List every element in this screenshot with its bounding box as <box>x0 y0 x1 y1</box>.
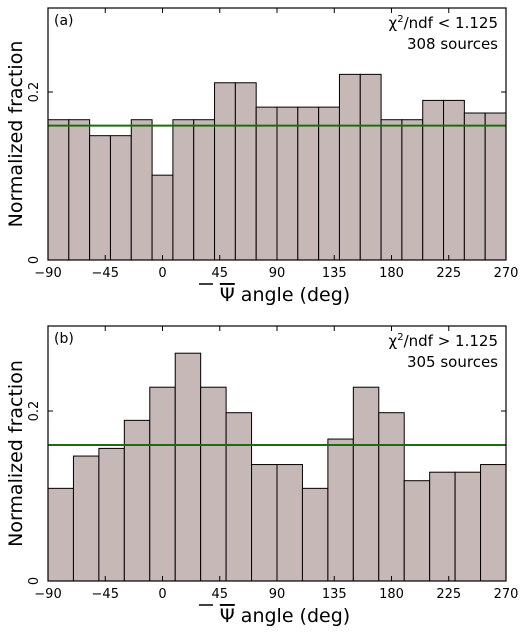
x-tick-label: 180 <box>379 266 404 281</box>
histogram-bar <box>484 112 507 261</box>
x-tick-label: −90 <box>34 266 61 281</box>
histogram-bar <box>297 106 320 261</box>
x-tick-label: 45 <box>211 587 228 602</box>
x-tick-label: 45 <box>211 266 228 281</box>
histogram-bar <box>480 464 507 582</box>
histogram-bar <box>109 135 132 261</box>
histogram-bar <box>443 99 465 261</box>
annotation-stat: χ2/ndf > 1.125 <box>389 332 498 350</box>
x-tick-label: 90 <box>269 266 286 281</box>
x-axis-title-rest: angle (deg) <box>235 284 350 306</box>
panel-label: (b) <box>54 331 74 347</box>
y-axis-title: Normalized fraction <box>5 360 27 547</box>
histogram-bar <box>429 471 456 582</box>
histogram-bar <box>123 419 151 582</box>
histogram-bar <box>359 73 382 261</box>
chi-symbol: χ <box>389 332 398 350</box>
x-tick-label: 225 <box>436 266 461 281</box>
annotation-count: 305 sources <box>407 353 498 371</box>
x-tick-label: −90 <box>34 587 61 602</box>
y-tick-label: 0.2 <box>27 401 42 422</box>
x-tick-label: 270 <box>494 587 519 602</box>
x-tick-label: 180 <box>379 587 404 602</box>
x-tick-label: 0 <box>158 587 166 602</box>
y-tick-label: 0.2 <box>27 82 42 103</box>
histogram-bar <box>47 119 70 261</box>
histogram-bar <box>47 487 74 582</box>
histogram-bar <box>327 438 354 582</box>
histogram-bar <box>251 464 278 582</box>
psi-symbol: Ψ <box>220 605 235 627</box>
histogram-bar <box>225 412 253 582</box>
histogram-bar <box>149 386 176 582</box>
histogram-bar <box>68 119 91 261</box>
x-tick-label: −45 <box>92 266 119 281</box>
y-tick-label: 0 <box>27 577 42 585</box>
histogram-bar <box>255 106 278 261</box>
y-tick-label: 0 <box>27 256 42 264</box>
histogram-bar <box>276 106 299 261</box>
histogram-bar <box>401 119 424 261</box>
annotation-stat-rest: /ndf < 1.125 <box>404 14 498 32</box>
x-tick-label: 135 <box>322 587 347 602</box>
histogram-bar <box>151 174 174 261</box>
x-tick-label: 0 <box>158 266 166 281</box>
annotation-count: 308 sources <box>407 35 498 53</box>
histogram-bar <box>193 119 216 261</box>
x-tick-label: −45 <box>92 587 119 602</box>
x-tick-label: 225 <box>436 587 461 602</box>
x-axis-title-rest: angle (deg) <box>235 605 350 627</box>
histogram-bar <box>352 386 380 582</box>
annotation-stat-rest: /ndf > 1.125 <box>404 332 498 350</box>
histogram-bar <box>463 112 486 261</box>
histogram-bar <box>378 412 405 582</box>
histogram-bar <box>174 352 202 582</box>
annotation-stat: χ2/ndf < 1.125 <box>389 14 498 32</box>
x-tick-label: 90 <box>269 587 286 602</box>
histogram-bar <box>380 119 403 261</box>
histogram-bar <box>89 135 111 261</box>
histogram-bar <box>214 82 236 261</box>
x-tick-label: 270 <box>494 266 519 281</box>
x-axis-title: Ψ angle (deg) <box>220 284 350 306</box>
chi-symbol: χ <box>389 14 398 32</box>
histogram-bar <box>276 464 303 582</box>
histogram-bar <box>98 447 125 582</box>
x-tick-label: 135 <box>322 266 347 281</box>
histogram-bar <box>130 119 153 261</box>
histogram-bar <box>422 99 445 261</box>
psi-symbol: Ψ <box>220 284 235 306</box>
chi-superscript: 2 <box>397 332 403 343</box>
x-axis-title: Ψ angle (deg) <box>220 605 350 627</box>
histogram-bar <box>338 73 361 261</box>
y-axis-title: Normalized fraction <box>5 41 27 228</box>
histogram-bar <box>454 471 482 582</box>
panel-label: (a) <box>54 13 74 29</box>
histogram-bar <box>72 455 100 582</box>
histogram-bar <box>301 487 329 582</box>
histogram-bar <box>318 106 340 261</box>
histogram-bar <box>172 119 195 261</box>
histogram-bar <box>200 386 227 582</box>
chi-superscript: 2 <box>397 14 403 25</box>
histogram-bar <box>403 480 431 582</box>
histogram-bar <box>234 82 257 261</box>
